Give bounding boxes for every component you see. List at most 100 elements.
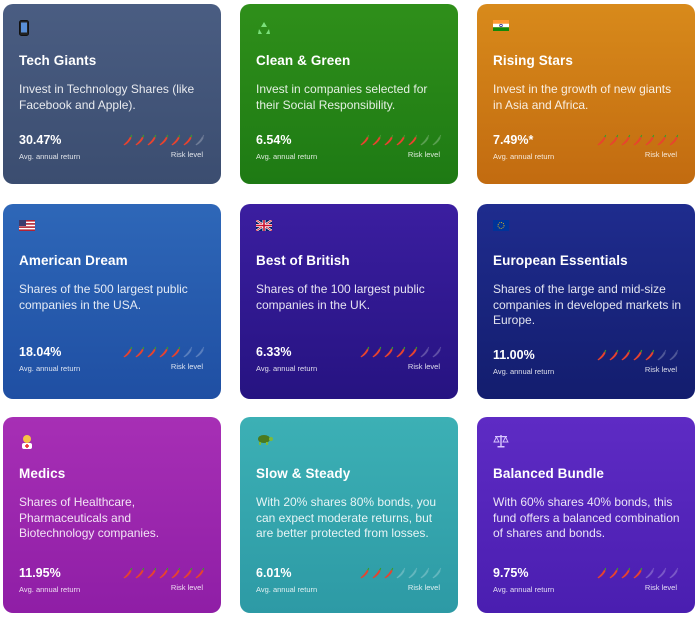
us-flag-icon [19, 220, 205, 240]
chili-pepper-icon-active [621, 134, 631, 146]
annual-return-value: 30.47% [19, 133, 62, 147]
chili-pepper-icon-active [135, 346, 145, 358]
chili-pepper-icon-active [621, 567, 631, 579]
fund-description: With 60% shares 40% bonds, this fund off… [493, 495, 680, 540]
chili-pepper-icon-inactive [183, 346, 193, 358]
fund-card-balanced-bundle[interactable]: Balanced Bundle With 60% shares 40% bond… [477, 417, 695, 613]
chili-pepper-icon-inactive [432, 134, 442, 146]
chili-pepper-icon-inactive [432, 346, 442, 358]
chili-pepper-icon-active [597, 349, 607, 361]
chili-pepper-icon-active [384, 134, 394, 146]
uk-flag-icon [256, 220, 442, 240]
chili-pepper-icon-active [360, 134, 370, 146]
chili-pepper-icon-active [135, 567, 145, 579]
chili-pepper-icon-active [147, 134, 157, 146]
fund-stats: 7.49%* Avg. annual return Risk level [493, 132, 681, 168]
fund-title: American Dream [19, 253, 128, 268]
fund-title: Medics [19, 466, 66, 481]
annual-return-value: 18.04% [19, 345, 62, 359]
chili-pepper-icon-active [195, 567, 205, 579]
annual-return-label: Avg. annual return [256, 152, 318, 161]
fund-title: Clean & Green [256, 53, 351, 68]
chili-pepper-icon-active [360, 567, 370, 579]
chili-pepper-icon-active [123, 567, 133, 579]
chili-pepper-icon-active [609, 134, 619, 146]
recycle-icon [256, 20, 442, 40]
risk-level-label: Risk level [407, 583, 440, 592]
chili-pepper-icon-active [372, 567, 382, 579]
chili-pepper-icon-active [372, 346, 382, 358]
fund-stats: 6.54% Avg. annual return Risk level [256, 132, 444, 168]
balance-scale-icon [493, 433, 679, 453]
fund-card-slow-steady[interactable]: Slow & Steady With 20% shares 80% bonds,… [240, 417, 458, 613]
fund-card-best-of-british[interactable]: Best of British Shares of the 100 larges… [240, 204, 458, 399]
chili-pepper-icon-active [609, 567, 619, 579]
risk-level-label: Risk level [407, 362, 440, 371]
fund-card-european-essentials[interactable]: European Essentials Shares of the large … [477, 204, 695, 399]
fund-title: Tech Giants [19, 53, 97, 68]
chili-pepper-icon-active [669, 134, 679, 146]
fund-title: Rising Stars [493, 53, 573, 68]
fund-card-medics[interactable]: Medics Shares of Healthcare, Pharmaceuti… [3, 417, 221, 613]
chili-pepper-icon-active [183, 134, 193, 146]
annual-return-label: Avg. annual return [493, 585, 555, 594]
fund-description: With 20% shares 80% bonds, you can expec… [256, 495, 437, 540]
fund-description: Shares of Healthcare, Pharmaceuticals an… [19, 495, 160, 540]
fund-description: Shares of the 100 largest public compani… [256, 282, 425, 312]
eu-flag-icon [493, 220, 679, 240]
annual-return-value: 6.33% [256, 345, 292, 359]
risk-level-label: Risk level [170, 150, 203, 159]
risk-level-label: Risk level [644, 583, 677, 592]
annual-return-value: 6.54% [256, 133, 292, 147]
fund-card-tech-giants[interactable]: Tech Giants Invest in Technology Shares … [3, 4, 221, 184]
chili-pepper-icon-active [360, 346, 370, 358]
chili-pepper-icon-active [159, 346, 169, 358]
risk-meter [596, 134, 679, 146]
fund-card-american-dream[interactable]: American Dream Shares of the 500 largest… [3, 204, 221, 399]
chili-pepper-icon-active [645, 134, 655, 146]
fund-description: Shares of the 500 largest public compani… [19, 282, 188, 312]
chili-pepper-icon-inactive [420, 567, 430, 579]
chili-pepper-icon-active [396, 134, 406, 146]
chili-pepper-icon-inactive [657, 349, 667, 361]
fund-stats: 6.01% Avg. annual return Risk level [256, 565, 444, 601]
risk-level-label: Risk level [644, 365, 677, 374]
risk-level-label: Risk level [644, 150, 677, 159]
chili-pepper-icon-inactive [669, 349, 679, 361]
fund-title: Balanced Bundle [493, 466, 605, 481]
chili-pepper-icon-active [633, 567, 643, 579]
fund-title: European Essentials [493, 253, 628, 268]
chili-pepper-icon-active [171, 346, 181, 358]
fund-card-rising-stars[interactable]: Rising Stars Invest in the growth of new… [477, 4, 695, 184]
health-worker-icon [19, 433, 205, 453]
chili-pepper-icon-active [408, 134, 418, 146]
india-flag-icon [493, 20, 679, 40]
annual-return-value: 11.95% [19, 566, 61, 580]
chili-pepper-icon-inactive [669, 567, 679, 579]
chili-pepper-icon-inactive [195, 134, 205, 146]
chili-pepper-icon-active [609, 349, 619, 361]
annual-return-label: Avg. annual return [493, 367, 555, 376]
chili-pepper-icon-active [384, 567, 394, 579]
annual-return-label: Avg. annual return [19, 152, 81, 161]
chili-pepper-icon-inactive [645, 567, 655, 579]
chili-pepper-icon-active [408, 346, 418, 358]
chili-pepper-icon-active [147, 567, 157, 579]
chili-pepper-icon-inactive [420, 134, 430, 146]
annual-return-label: Avg. annual return [493, 152, 555, 161]
chili-pepper-icon-inactive [408, 567, 418, 579]
chili-pepper-icon-inactive [657, 567, 667, 579]
chili-pepper-icon-active [633, 349, 643, 361]
fund-stats: 11.95% Avg. annual return Risk level [19, 565, 207, 601]
risk-meter [359, 567, 442, 579]
risk-meter [596, 567, 679, 579]
fund-card-clean-green[interactable]: Clean & Green Invest in companies select… [240, 4, 458, 184]
fund-stats: 11.00% Avg. annual return Risk level [493, 347, 681, 383]
fund-stats: 30.47% Avg. annual return Risk level [19, 132, 207, 168]
risk-meter [596, 349, 679, 361]
turtle-icon [256, 433, 442, 453]
chili-pepper-icon-active [123, 346, 133, 358]
fund-description: Invest in Technology Shares (like Facebo… [19, 82, 195, 112]
chili-pepper-icon-active [372, 134, 382, 146]
chili-pepper-icon-active [645, 349, 655, 361]
